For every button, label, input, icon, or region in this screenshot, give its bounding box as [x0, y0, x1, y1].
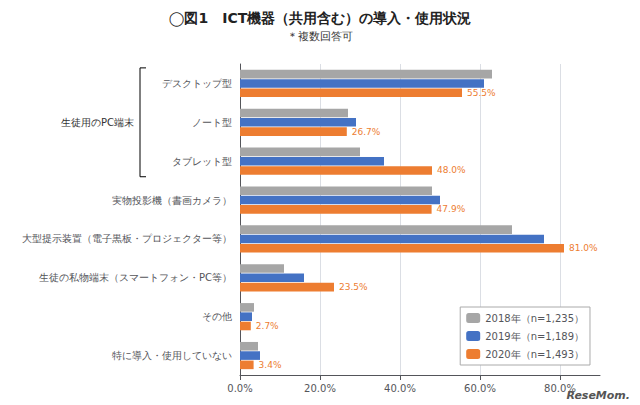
- svg-text:2.7%: 2.7%: [256, 321, 279, 331]
- svg-text:20.0%: 20.0%: [304, 383, 336, 394]
- svg-text:大型提示装置（電子黒板・プロジェクター等）: 大型提示装置（電子黒板・プロジェクター等）: [22, 233, 232, 244]
- svg-text:0.0%: 0.0%: [227, 383, 252, 394]
- svg-text:◯図1 ICT機器（共用含む）の導入・使用状況: ◯図1 ICT機器（共用含む）の導入・使用状況: [169, 10, 471, 27]
- svg-text:26.7%: 26.7%: [352, 127, 381, 137]
- svg-text:3.4%: 3.4%: [259, 360, 282, 370]
- svg-text:＊複数回答可: ＊複数回答可: [287, 30, 353, 43]
- svg-text:タブレット型: タブレット型: [172, 156, 232, 167]
- svg-text:2020年（n=1,493）: 2020年（n=1,493）: [485, 349, 584, 360]
- svg-text:48.0%: 48.0%: [437, 165, 466, 175]
- svg-text:55.5%: 55.5%: [467, 88, 496, 98]
- svg-text:81.0%: 81.0%: [569, 243, 598, 253]
- svg-text:生徒用のPC端末: 生徒用のPC端末: [61, 117, 134, 128]
- svg-text:60.0%: 60.0%: [464, 383, 496, 394]
- svg-text:23.5%: 23.5%: [339, 282, 368, 292]
- svg-text:その他: その他: [202, 311, 232, 322]
- svg-text:ノート型: ノート型: [192, 117, 232, 128]
- svg-text:実物投影機（書画カメラ）: 実物投影機（書画カメラ）: [112, 195, 232, 206]
- svg-text:47.9%: 47.9%: [437, 204, 466, 214]
- svg-text:2019年（n=1,189）: 2019年（n=1,189）: [485, 331, 584, 342]
- svg-text:40.0%: 40.0%: [384, 383, 416, 394]
- svg-text:2018年（n=1,235）: 2018年（n=1,235）: [485, 313, 584, 324]
- svg-text:特に導入・使用していない: 特に導入・使用していない: [112, 350, 232, 361]
- svg-text:ReseMom.: ReseMom.: [566, 389, 630, 402]
- svg-text:生徒の私物端末（スマートフォン・PC等）: 生徒の私物端末（スマートフォン・PC等）: [39, 272, 232, 283]
- svg-text:80.0%: 80.0%: [544, 382, 576, 394]
- svg-text:デスクトップ型: デスクトップ型: [162, 78, 232, 89]
